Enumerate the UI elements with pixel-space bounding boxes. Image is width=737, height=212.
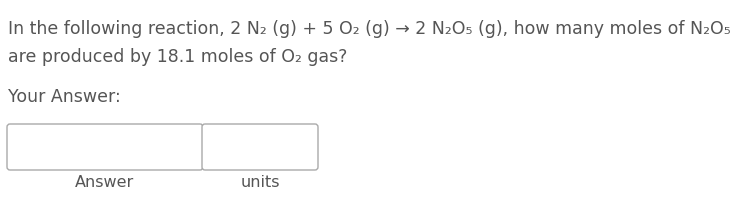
Text: Answer: Answer	[75, 175, 135, 190]
Text: are produced by 18.1 moles of O₂ gas?: are produced by 18.1 moles of O₂ gas?	[8, 48, 347, 66]
Text: units: units	[240, 175, 280, 190]
Text: In the following reaction, 2 N₂ (g) + 5 O₂ (g) → 2 N₂O₅ (g), how many moles of N: In the following reaction, 2 N₂ (g) + 5 …	[8, 20, 731, 38]
FancyBboxPatch shape	[7, 124, 203, 170]
FancyBboxPatch shape	[202, 124, 318, 170]
Text: Your Answer:: Your Answer:	[8, 88, 121, 106]
